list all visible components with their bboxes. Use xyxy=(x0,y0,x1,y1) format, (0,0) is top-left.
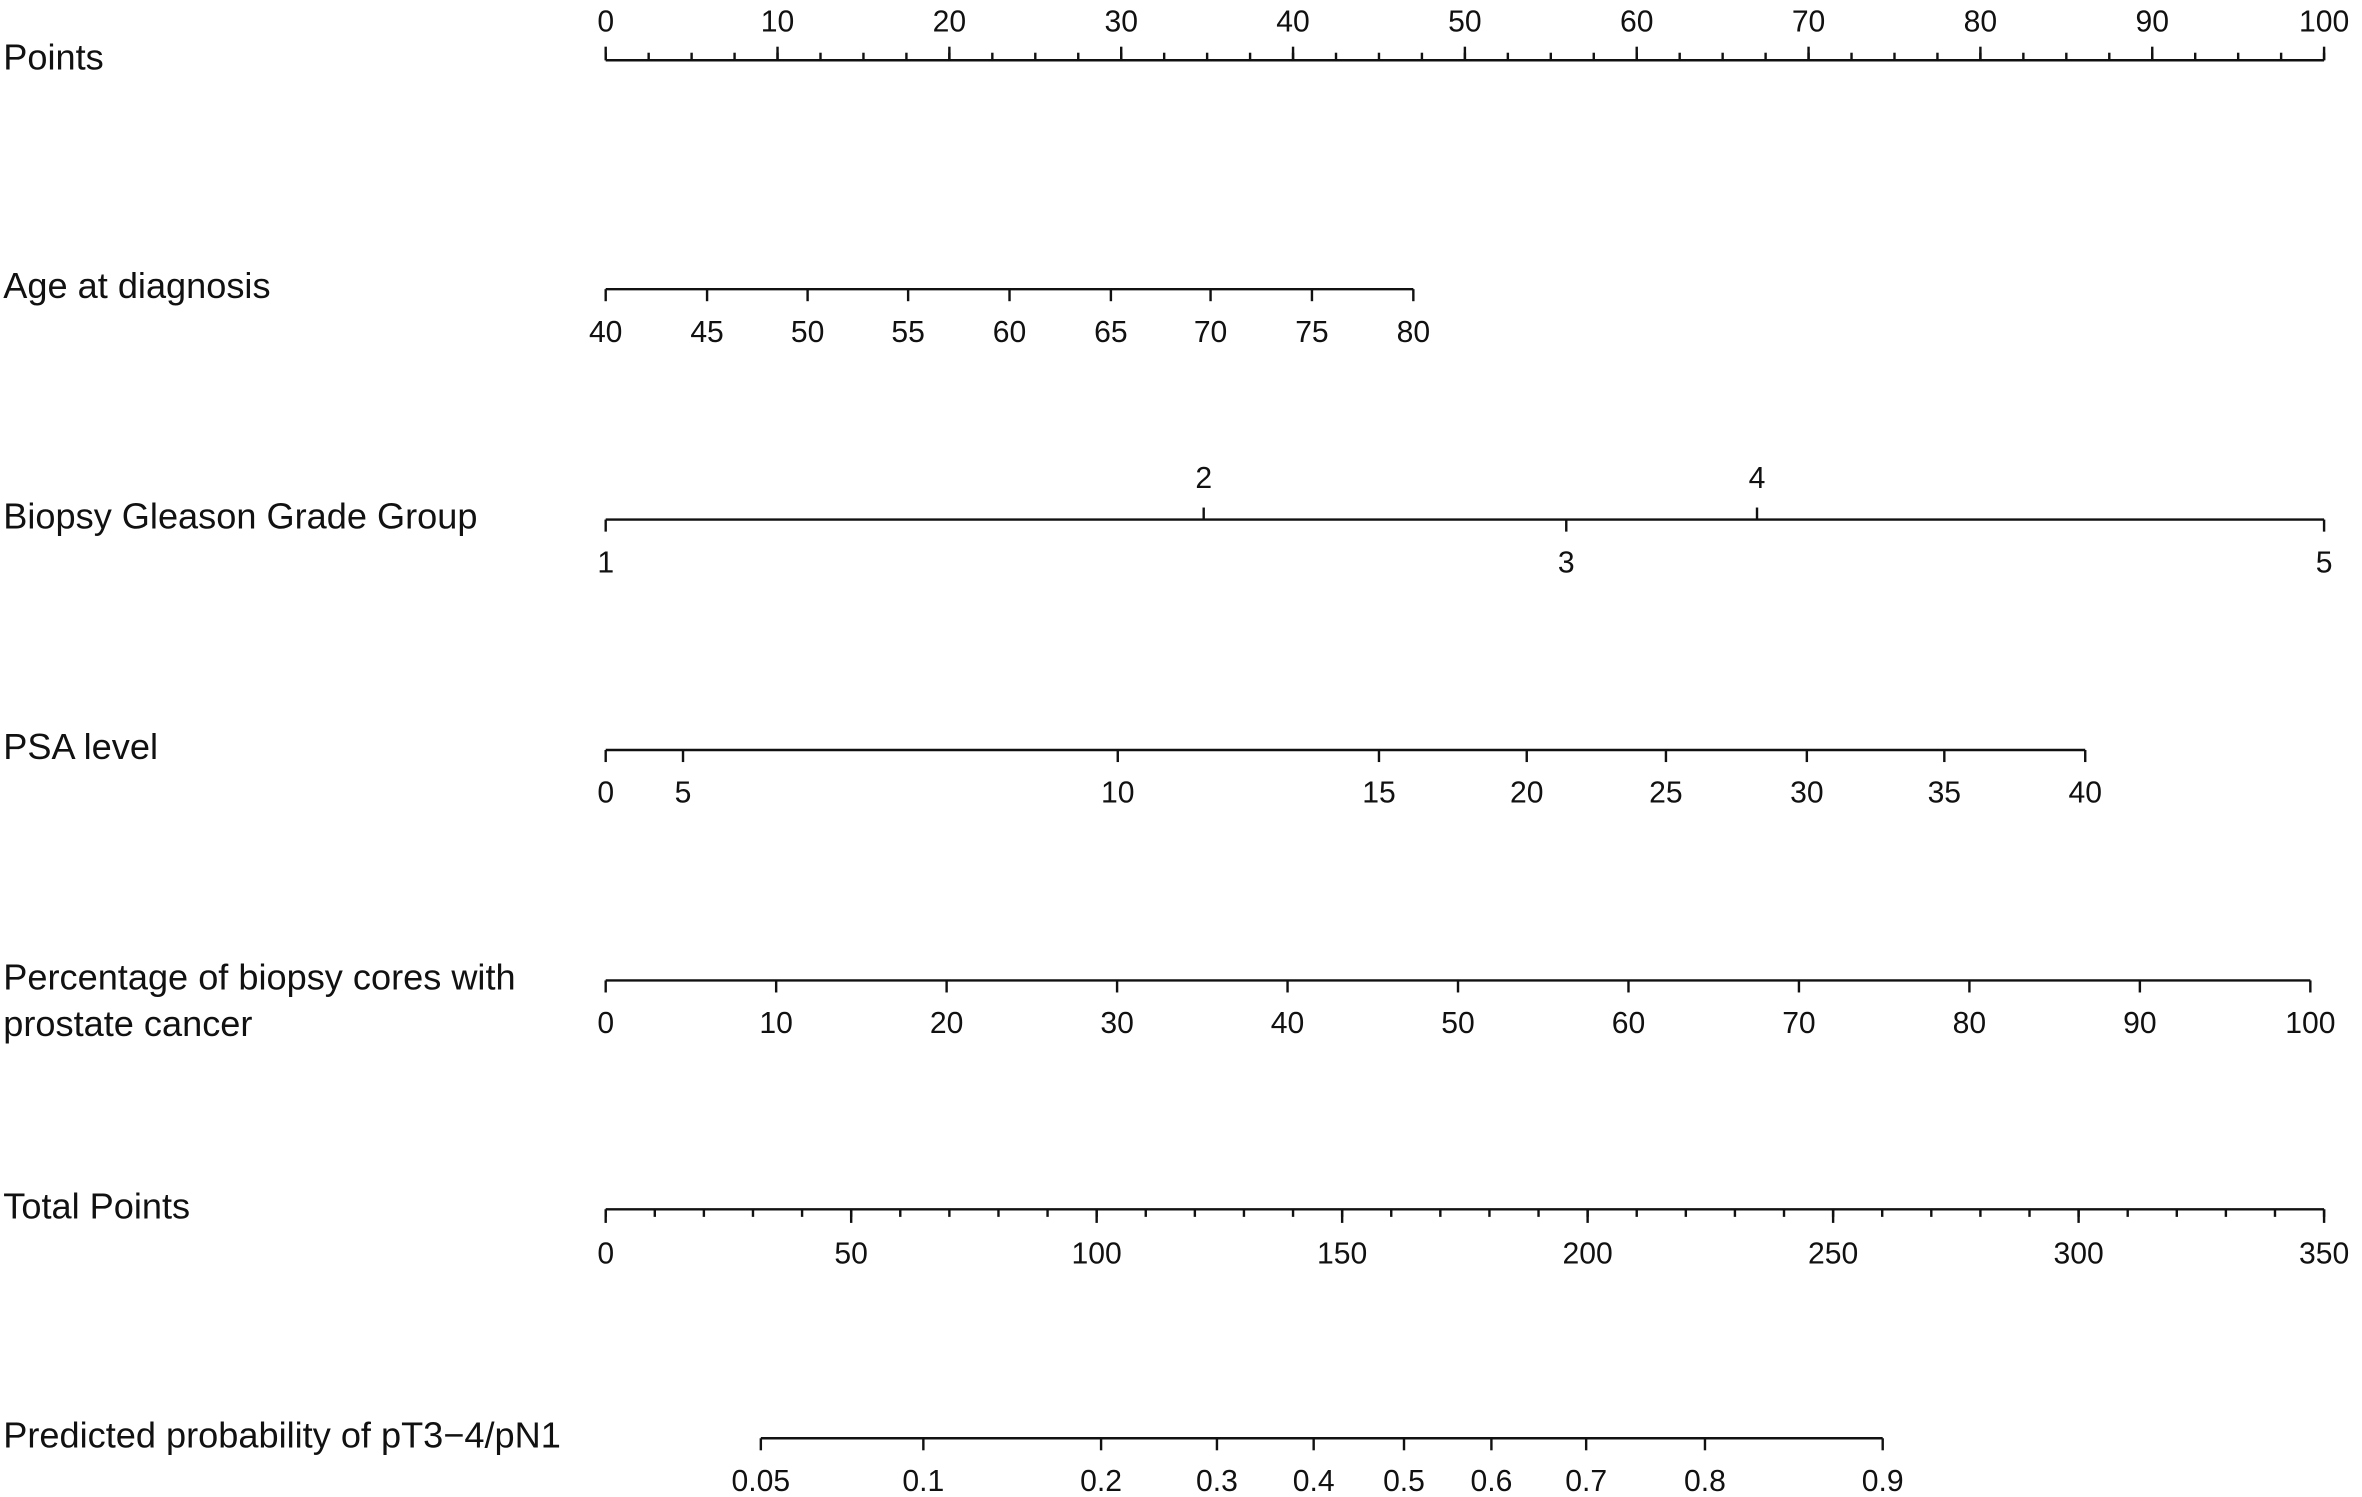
tick-label: 10 xyxy=(759,1007,793,1040)
tick-label: 200 xyxy=(1563,1238,1613,1271)
tick-label: 50 xyxy=(791,316,825,349)
tick-label: 350 xyxy=(2299,1238,2349,1271)
tick-label: 35 xyxy=(1928,777,1961,810)
tick-label: 100 xyxy=(2299,6,2349,39)
tick-label: 75 xyxy=(1295,316,1329,349)
row-label-box: Predicted probability of pT3−4/pN1 xyxy=(3,1415,561,1457)
tick-label: 50 xyxy=(1441,1007,1475,1040)
tick-label: 1 xyxy=(597,546,614,579)
tick-label: 5 xyxy=(675,777,692,810)
tick-label: 100 xyxy=(1072,1238,1122,1271)
tick-label: 15 xyxy=(1362,777,1396,810)
tick-label: 70 xyxy=(1782,1007,1816,1040)
tick-label: 90 xyxy=(2123,1007,2156,1040)
tick-label: 20 xyxy=(933,6,967,39)
tick-label: 80 xyxy=(1953,1007,1986,1040)
tick-label: 60 xyxy=(993,316,1027,349)
tick-label: 20 xyxy=(930,1007,964,1040)
tick-label: 4 xyxy=(1749,462,1766,495)
tick-label: 0.05 xyxy=(732,1465,791,1497)
tick-label: 0.6 xyxy=(1470,1465,1512,1497)
tick-label: 45 xyxy=(690,316,724,349)
row-label: Predicted probability of pT3−4/pN1 xyxy=(3,1415,561,1457)
row-label: Points xyxy=(3,37,104,79)
tick-label: 10 xyxy=(1101,777,1135,810)
tick-label: 0.9 xyxy=(1862,1465,1904,1497)
tick-label: 5 xyxy=(2316,546,2333,579)
tick-label: 80 xyxy=(1397,316,1431,349)
tick-label: 0 xyxy=(597,1007,614,1040)
tick-label: 40 xyxy=(1276,6,1310,39)
tick-label: 0.8 xyxy=(1684,1465,1726,1497)
tick-label: 30 xyxy=(1790,777,1823,810)
tick-label: 40 xyxy=(2068,777,2102,810)
tick-label: 150 xyxy=(1317,1238,1367,1271)
tick-label: 50 xyxy=(1448,6,1482,39)
tick-label: 0.1 xyxy=(902,1465,944,1497)
tick-label: 300 xyxy=(2053,1238,2103,1271)
tick-label: 70 xyxy=(1194,316,1228,349)
tick-label: 0 xyxy=(597,777,614,810)
row-label: Total Points xyxy=(3,1186,191,1228)
tick-label: 0.7 xyxy=(1565,1465,1607,1497)
tick-label: 0.3 xyxy=(1196,1465,1238,1497)
tick-label: 30 xyxy=(1100,1007,1134,1040)
tick-label: 0 xyxy=(597,1238,614,1271)
row-label-box: Age at diagnosis xyxy=(3,266,271,308)
tick-label: 30 xyxy=(1104,6,1138,39)
tick-label: 2 xyxy=(1195,462,1212,495)
tick-label: 100 xyxy=(2285,1007,2335,1040)
tick-label: 55 xyxy=(891,316,925,349)
tick-label: 10 xyxy=(761,6,795,39)
tick-label: 0.4 xyxy=(1293,1465,1335,1497)
row-label: Percentage of biopsy cores with prostate… xyxy=(3,957,516,1046)
tick-label: 20 xyxy=(1510,777,1544,810)
row-label-box: PSA level xyxy=(3,727,159,769)
row-label-box: Points xyxy=(3,37,104,79)
row-label-box: Total Points xyxy=(3,1186,191,1228)
tick-label: 250 xyxy=(1808,1238,1858,1271)
row-label: Biopsy Gleason Grade Group xyxy=(3,496,478,538)
tick-label: 0 xyxy=(597,6,614,39)
tick-label: 0.5 xyxy=(1383,1465,1425,1497)
tick-label: 80 xyxy=(1964,6,1997,39)
tick-label: 3 xyxy=(1558,546,1575,579)
row-label-box: Biopsy Gleason Grade Group xyxy=(3,496,478,538)
tick-label: 25 xyxy=(1649,777,1683,810)
row-label-box: Percentage of biopsy cores with prostate… xyxy=(3,957,516,1046)
row-label: Age at diagnosis xyxy=(3,266,271,308)
tick-label: 70 xyxy=(1792,6,1825,39)
tick-label: 60 xyxy=(1620,6,1654,39)
tick-label: 60 xyxy=(1612,1007,1646,1040)
tick-label: 0.2 xyxy=(1080,1465,1122,1497)
row-label: PSA level xyxy=(3,727,159,769)
tick-label: 90 xyxy=(2135,6,2169,39)
tick-label: 40 xyxy=(589,316,623,349)
tick-label: 65 xyxy=(1094,316,1128,349)
tick-label: 50 xyxy=(834,1238,868,1271)
tick-label: 40 xyxy=(1271,1007,1305,1040)
